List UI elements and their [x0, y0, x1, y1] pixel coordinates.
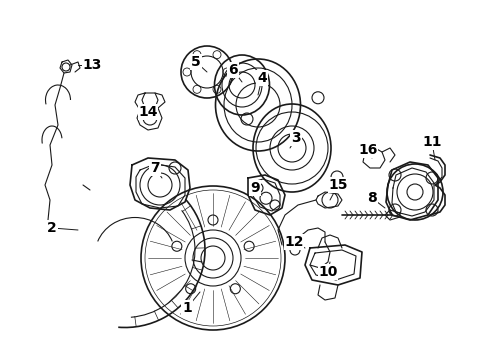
Text: 14: 14	[138, 105, 158, 119]
Text: 12: 12	[284, 235, 303, 249]
Text: 3: 3	[290, 131, 300, 145]
Text: 7: 7	[150, 161, 160, 175]
Text: 4: 4	[257, 71, 266, 85]
Text: 6: 6	[228, 63, 237, 77]
Text: 10: 10	[318, 265, 337, 279]
Text: 1: 1	[182, 301, 191, 315]
Text: 5: 5	[191, 55, 201, 69]
Text: 2: 2	[47, 221, 57, 235]
Text: 13: 13	[82, 58, 102, 72]
Text: 8: 8	[366, 191, 376, 205]
Text: 11: 11	[421, 135, 441, 149]
Text: 9: 9	[250, 181, 259, 195]
Text: 16: 16	[358, 143, 377, 157]
Text: 15: 15	[327, 178, 347, 192]
